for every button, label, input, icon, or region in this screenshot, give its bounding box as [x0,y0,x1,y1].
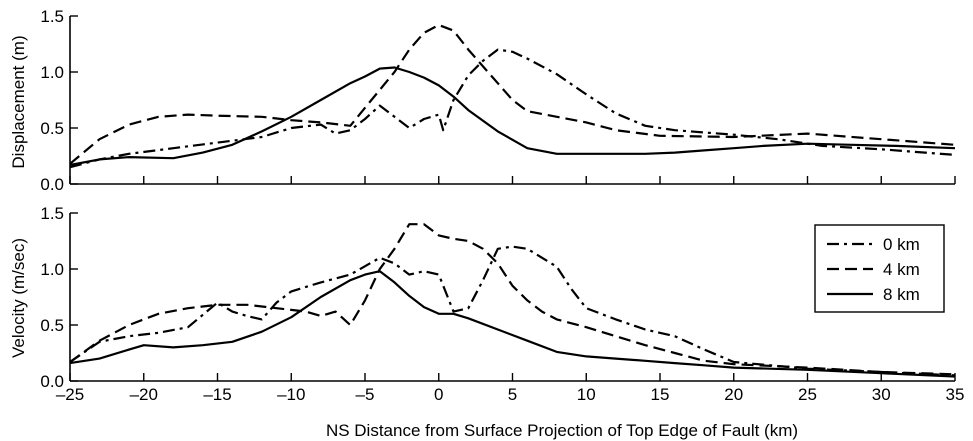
velocity-series-0-km [69,245,956,377]
velocity-y-tick-label: 0.0 [40,372,64,391]
velocity-panel: 0.0 0.5 1.0 1.5 –25 –20 –15 –10 –5 0 5 10 15 20 25 30 35… [40,204,964,404]
velocity-x-tick-label: 30 [872,385,891,404]
velocity-series-8-km [69,270,956,378]
velocity-x-tick-label: 20 [724,385,743,404]
velocity-x-tick-label: –15 [203,385,231,404]
displacement-series-8-km [69,66,956,167]
velocity-y-tick-label: 0.5 [40,316,64,335]
displacement-y-tick-label: 0.0 [40,175,64,194]
velocity-x-tick-label: 0 [434,385,443,404]
displacement-axis-label: Displacement (m) [9,35,28,168]
velocity-y-tick-label: 1.0 [40,260,64,279]
displacement-series-0-km [69,48,956,169]
displacement-y-tick-label: 0.5 [40,119,64,138]
velocity-x-tick-label: 15 [651,385,670,404]
velocity-x-tick-label: 10 [577,385,596,404]
legend-label: 0 km [883,235,920,254]
distance-axis-label: NS Distance from Surface Projection of T… [326,421,798,440]
velocity-x-tick-label: –20 [130,385,158,404]
velocity-x-tick-label: 35 [946,385,965,404]
displacement-y-tick-label: 1.5 [40,7,64,26]
velocity-series-4-km [69,223,956,376]
legend: 0 km 4 km 8 km [814,224,945,313]
velocity-x-tick-label: –5 [356,385,375,404]
legend-label: 8 km [883,285,920,304]
velocity-x-tick-label: –25 [56,385,84,404]
displacement-series-4-km [69,23,956,165]
displacement-panel: 0.0 0.5 1.0 1.5 [40,7,956,194]
velocity-x-tick-label: 25 [798,385,817,404]
velocity-x-tick-label: 5 [508,385,517,404]
velocity-x-tick-label: –10 [277,385,305,404]
velocity-axis-label: Velocity (m/sec) [9,238,28,358]
displacement-y-tick-label: 1.0 [40,63,64,82]
legend-label: 4 km [883,260,920,279]
velocity-y-tick-label: 1.5 [40,204,64,223]
